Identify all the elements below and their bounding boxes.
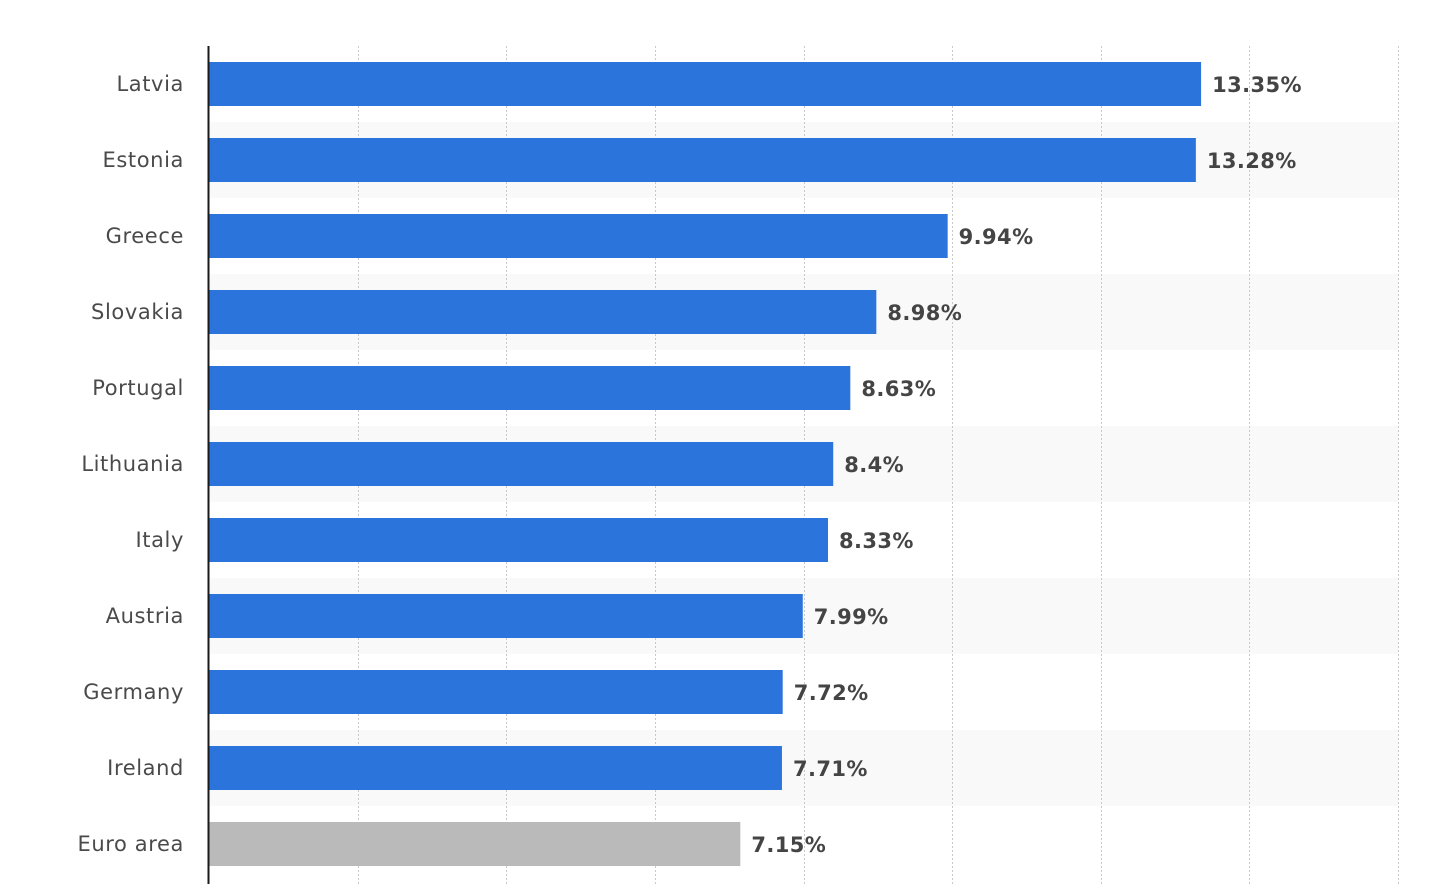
value-label: 7.72% bbox=[794, 681, 869, 705]
category-label: Greece bbox=[106, 224, 184, 248]
category-label: Portugal bbox=[92, 376, 184, 400]
bar-latvia bbox=[209, 62, 1202, 106]
bar-lithuania bbox=[209, 442, 834, 486]
bars bbox=[209, 62, 1202, 866]
value-label: 8.63% bbox=[861, 377, 936, 401]
value-label: 7.99% bbox=[814, 605, 889, 629]
category-label: Euro area bbox=[77, 832, 184, 856]
bar-euro-area bbox=[209, 822, 741, 866]
category-label: Latvia bbox=[116, 72, 184, 96]
bar-germany bbox=[209, 670, 783, 714]
bar-italy bbox=[209, 518, 829, 562]
value-label: 8.33% bbox=[839, 529, 914, 553]
value-label: 8.4% bbox=[844, 453, 904, 477]
category-label: Italy bbox=[135, 528, 184, 552]
category-labels: Latvia Estonia Greece Slovakia Portugal Lithu… bbox=[77, 72, 184, 856]
category-label: Germany bbox=[83, 680, 184, 704]
category-label: Estonia bbox=[102, 148, 184, 172]
value-labels: 13.35% 13.28% 9.94% 8.98% 8.63% 8.4% 8.33% 7.99… bbox=[751, 73, 1302, 857]
bar-austria bbox=[209, 594, 803, 638]
category-label: Lithuania bbox=[81, 452, 184, 476]
bar-portugal bbox=[209, 366, 851, 410]
value-label: 9.94% bbox=[959, 225, 1034, 249]
value-label: 13.28% bbox=[1207, 149, 1297, 173]
category-label: Ireland bbox=[107, 756, 184, 780]
value-label: 7.71% bbox=[793, 757, 868, 781]
bar-ireland bbox=[209, 746, 782, 790]
category-label: Austria bbox=[106, 604, 184, 628]
bar-estonia bbox=[209, 138, 1196, 182]
value-label: 7.15% bbox=[751, 833, 826, 857]
value-label: 13.35% bbox=[1212, 73, 1302, 97]
value-label: 8.98% bbox=[887, 301, 962, 325]
bar-slovakia bbox=[209, 290, 877, 334]
bar-greece bbox=[209, 214, 948, 258]
category-label: Slovakia bbox=[91, 300, 184, 324]
